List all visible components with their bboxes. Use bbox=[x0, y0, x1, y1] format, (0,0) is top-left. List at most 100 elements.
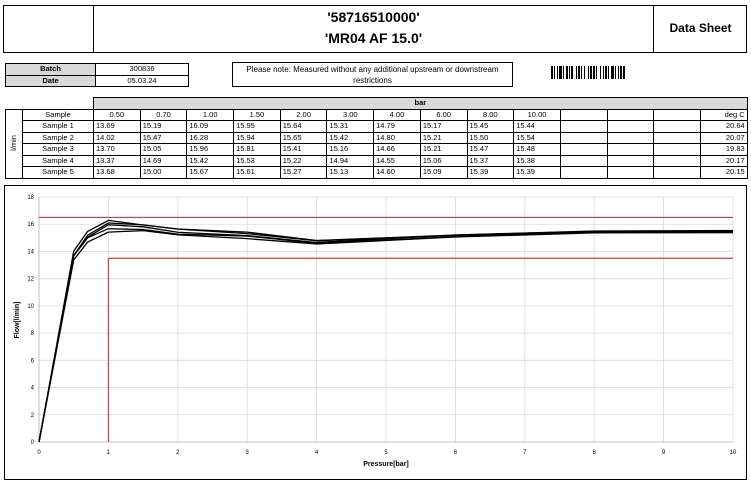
sample-row: Sample 3 13.70 15.05 15.96 15.81 15.41 15.16 14… bbox=[6, 143, 748, 156]
y-tick-label: 0 bbox=[31, 440, 35, 446]
flow-value: 13.70 bbox=[93, 143, 141, 156]
flow-value: 15.00 bbox=[139, 166, 188, 179]
y-axis-label: Flow[l/min] bbox=[14, 302, 21, 339]
sample-name: Sample 5 bbox=[22, 166, 94, 179]
flow-value: 16.28 bbox=[186, 131, 235, 144]
y-tick-label: 12 bbox=[27, 277, 34, 283]
empty-cell bbox=[606, 154, 655, 167]
barcode-bar bbox=[571, 66, 573, 79]
y-tick-label: 14 bbox=[27, 249, 34, 255]
column-header: 4.00 bbox=[373, 108, 421, 121]
flow-value: 15.19 bbox=[139, 120, 188, 133]
empty-cell bbox=[606, 166, 655, 179]
data-line bbox=[38, 228, 733, 443]
empty-cell bbox=[559, 108, 608, 121]
x-tick-label: 3 bbox=[246, 450, 250, 456]
flow-value: 15.48 bbox=[513, 143, 561, 156]
header: '58716510000' 'MR04 AF 15.0' Data Sheet bbox=[3, 5, 747, 53]
flow-value: 15.21 bbox=[419, 143, 468, 156]
barcode-bar bbox=[551, 66, 553, 79]
barcode-bar bbox=[593, 66, 595, 79]
flow-value: 14.94 bbox=[326, 154, 375, 167]
side-label: l/min bbox=[9, 134, 18, 151]
flow-value: 15.42 bbox=[186, 154, 235, 167]
flow-value: 15.39 bbox=[466, 166, 515, 179]
limit-line bbox=[107, 257, 733, 442]
flow-value: 15.50 bbox=[466, 131, 515, 144]
note-line: Please note: Measured without any additi… bbox=[246, 65, 499, 74]
barcode-bar bbox=[605, 66, 607, 79]
flow-value: 15.16 bbox=[326, 143, 375, 156]
empty-cell bbox=[653, 108, 701, 121]
barcode-bar bbox=[600, 66, 601, 79]
flow-value: 15.22 bbox=[279, 154, 328, 167]
x-tick-label: 8 bbox=[593, 450, 597, 456]
header-title-cell: '58716510000' 'MR04 AF 15.0' bbox=[93, 5, 654, 53]
barcode bbox=[551, 66, 625, 79]
flow-value: 15.17 bbox=[419, 120, 468, 133]
column-header: Sample bbox=[22, 108, 94, 121]
sample-row: Sample 1 13.69 15.19 16.09 15.95 15.64 15.31 14… bbox=[6, 120, 748, 133]
flow-value: 15.64 bbox=[279, 120, 328, 133]
flow-value: 15.09 bbox=[419, 166, 468, 179]
empty-cell bbox=[559, 154, 608, 167]
info-label: Batch bbox=[5, 63, 96, 76]
y-tick-label: 6 bbox=[31, 358, 35, 364]
empty-cell bbox=[653, 120, 701, 133]
barcode-bar bbox=[566, 66, 568, 79]
flow-value: 14.79 bbox=[373, 120, 421, 133]
column-header: 3.00 bbox=[326, 108, 375, 121]
column-header: 10.00 bbox=[513, 108, 561, 121]
y-tick-label: 18 bbox=[27, 195, 34, 201]
empty-cell bbox=[653, 166, 701, 179]
column-header: 0.70 bbox=[139, 108, 188, 121]
flow-value: 13.69 bbox=[93, 120, 141, 133]
header-title: 'MR04 AF 15.0' bbox=[324, 30, 423, 46]
y-tick-label: 10 bbox=[27, 304, 34, 310]
barcode-bar bbox=[615, 66, 616, 79]
flow-value: 14.80 bbox=[373, 131, 421, 144]
x-tick-label: 10 bbox=[730, 450, 737, 456]
flow-value: 15.41 bbox=[279, 143, 328, 156]
flow-value: 15.38 bbox=[513, 154, 561, 167]
barcode-bar bbox=[557, 66, 558, 79]
flow-value: 13.68 bbox=[93, 166, 141, 179]
barcode-bar bbox=[603, 66, 604, 79]
temp-header: deg C bbox=[699, 108, 748, 121]
barcode-bar bbox=[620, 66, 622, 79]
barcode-bar bbox=[611, 66, 614, 79]
sample-row: Sample 5 13.68 15.00 15.67 15.61 15.27 15.13 14… bbox=[6, 166, 748, 179]
flow-value: 15.39 bbox=[513, 166, 561, 179]
x-tick-label: 9 bbox=[662, 450, 666, 456]
sample-name: Sample 2 bbox=[22, 131, 94, 144]
barcode-bar bbox=[581, 66, 582, 79]
flow-value: 15.06 bbox=[419, 154, 468, 167]
sample-row: Sample 2 14.02 15.47 16.28 15.94 15.65 15.42 14… bbox=[6, 131, 748, 144]
flow-value: 15.31 bbox=[326, 120, 375, 133]
barcode-bar bbox=[563, 66, 564, 79]
flow-value: 15.13 bbox=[326, 166, 375, 179]
flow-value: 15.94 bbox=[233, 131, 281, 144]
empty-cell bbox=[606, 108, 655, 121]
side-label-cell: l/min bbox=[5, 108, 23, 179]
info-table: Batch 300836 Date 05.03.24 bbox=[5, 63, 189, 87]
temp-value: 20.07 bbox=[699, 131, 748, 144]
barcode-bar bbox=[596, 66, 597, 79]
flow-value: 13.37 bbox=[93, 154, 141, 167]
empty-cell bbox=[653, 131, 701, 144]
empty-cell bbox=[559, 131, 608, 144]
flow-value: 15.27 bbox=[279, 166, 328, 179]
column-header: 6.00 bbox=[419, 108, 468, 121]
flow-value: 15.81 bbox=[233, 143, 281, 156]
flow-value: 15.53 bbox=[233, 154, 281, 167]
y-tick-label: 16 bbox=[27, 222, 34, 228]
info-value: 300836 bbox=[95, 63, 189, 76]
x-tick-label: 1 bbox=[107, 450, 111, 456]
y-tick-label: 8 bbox=[31, 331, 35, 337]
x-tick-label: 6 bbox=[454, 450, 458, 456]
flow-value: 15.47 bbox=[466, 143, 515, 156]
x-tick-label: 4 bbox=[315, 450, 319, 456]
flow-value: 15.42 bbox=[326, 131, 375, 144]
temp-value: 19.83 bbox=[699, 143, 748, 156]
